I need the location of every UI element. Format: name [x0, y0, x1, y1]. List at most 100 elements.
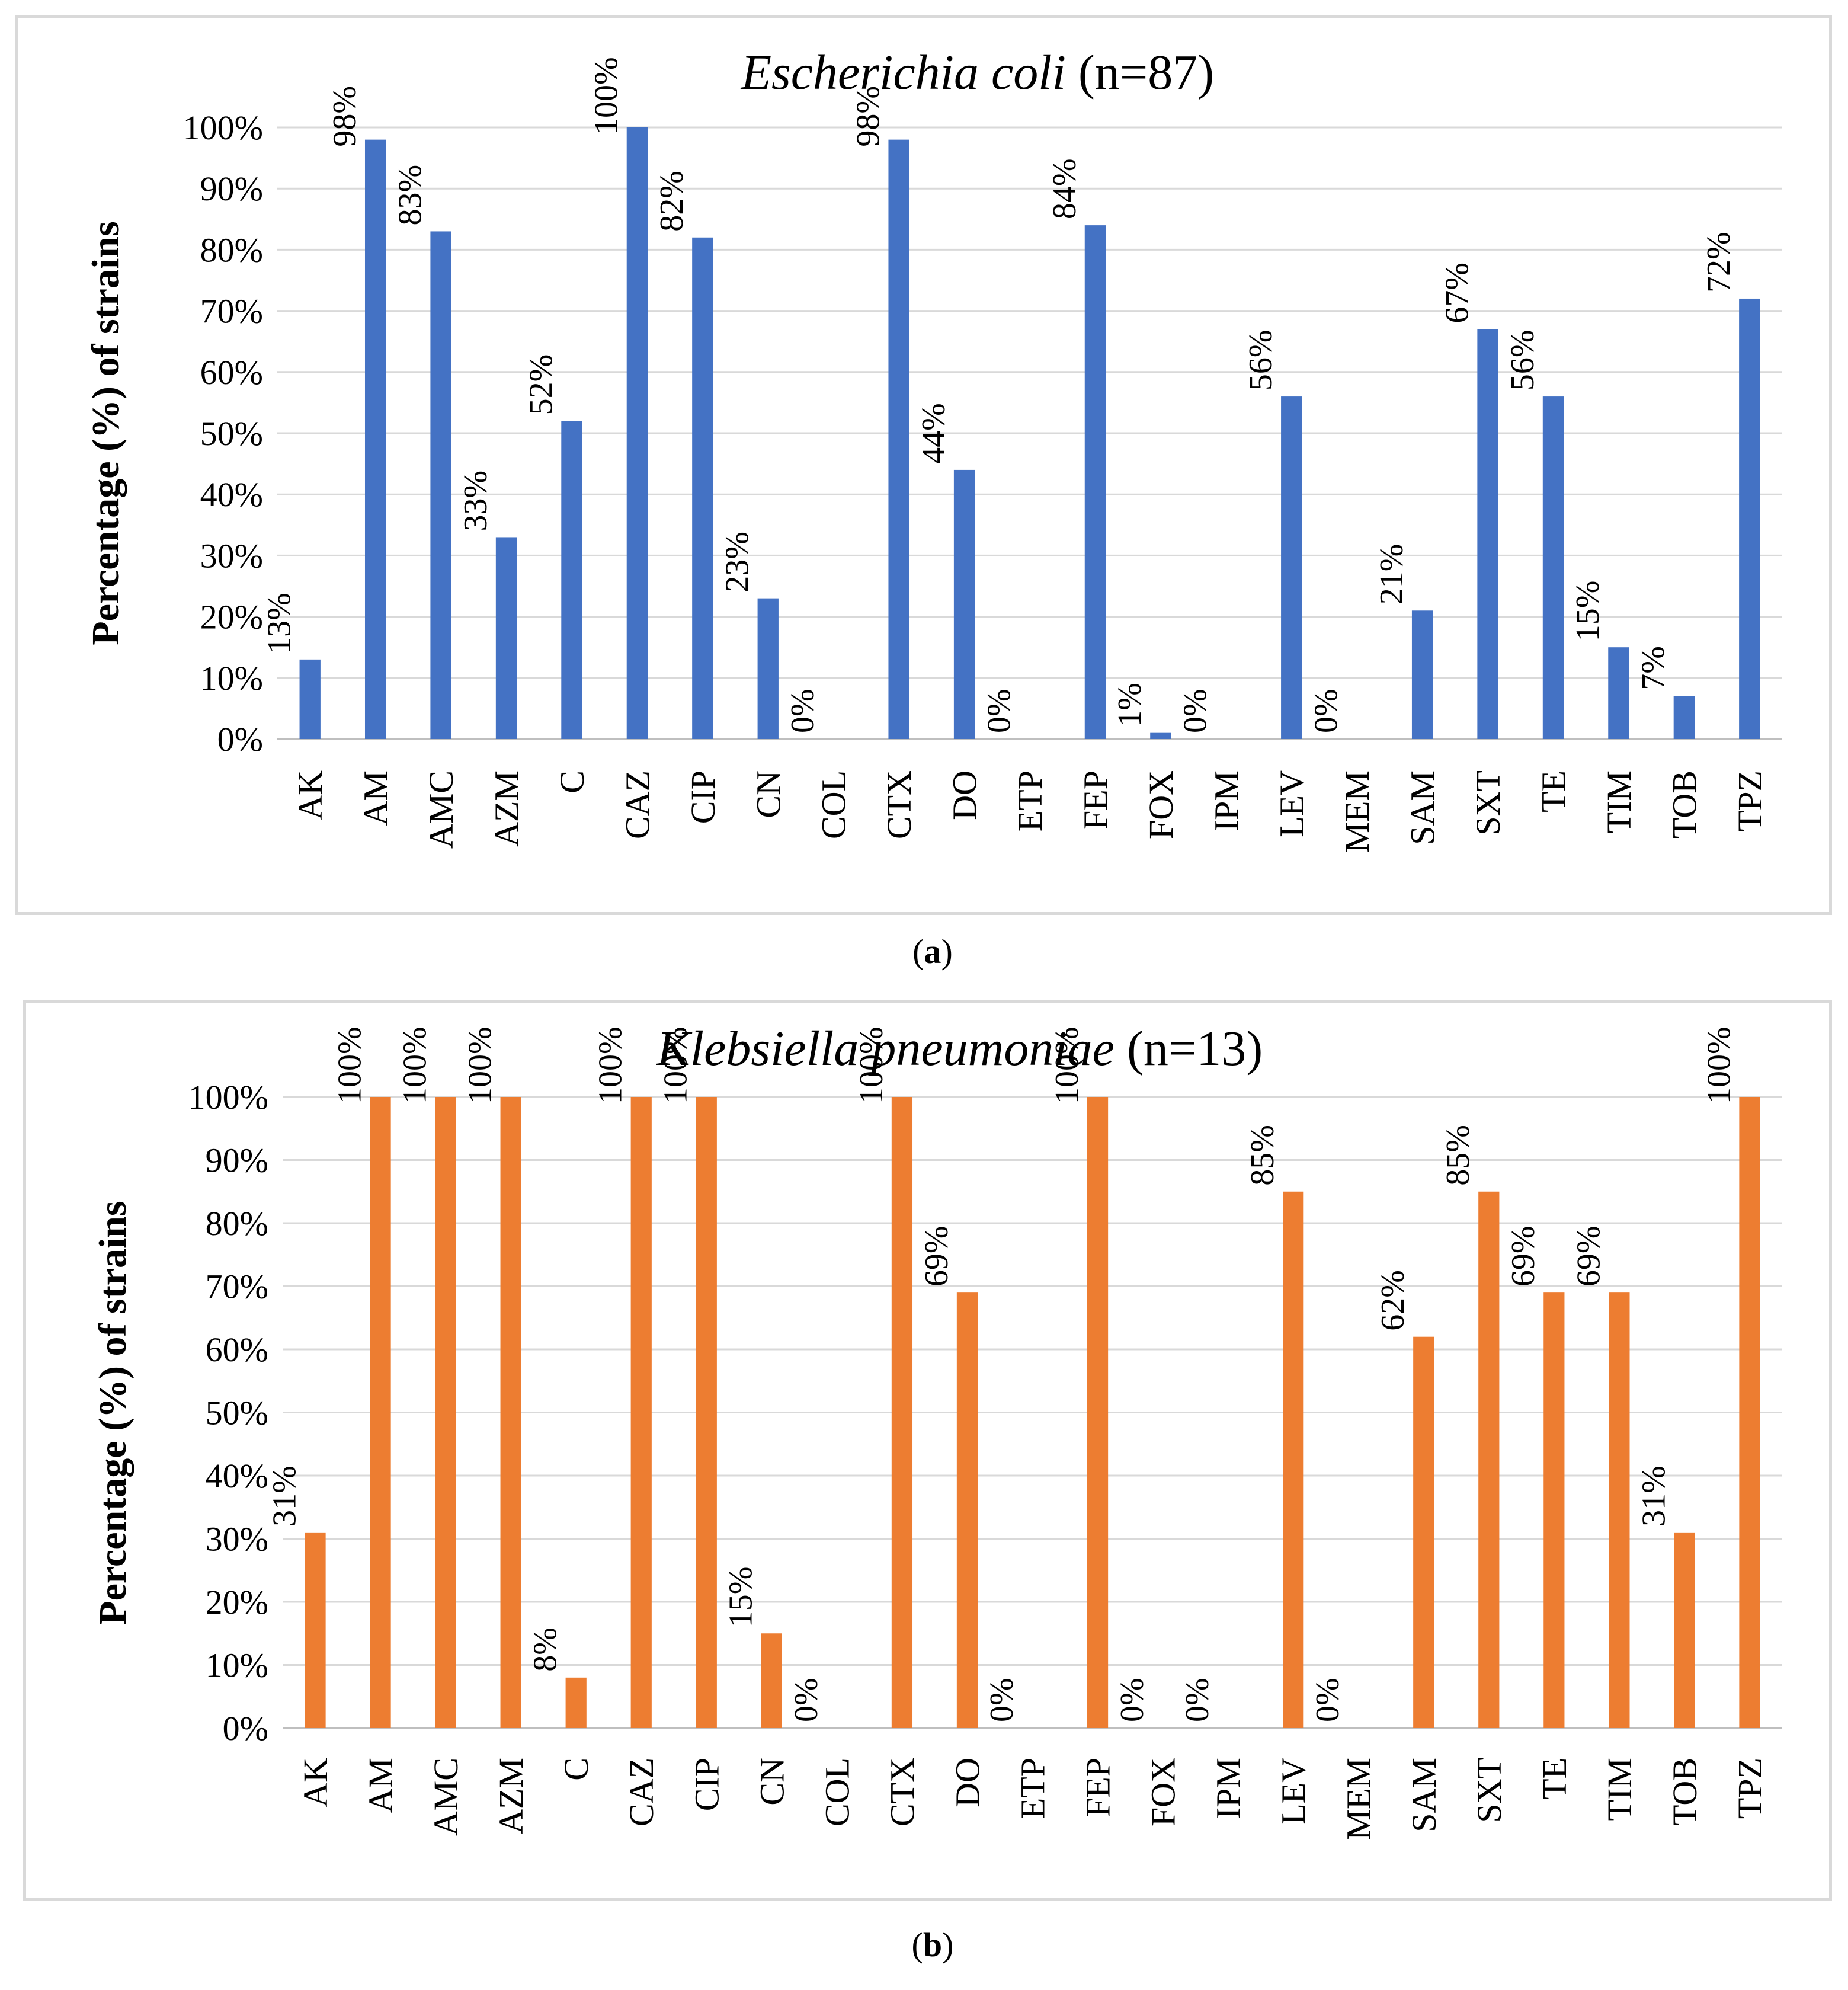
category-label: TOB [1665, 770, 1703, 839]
category-label: AMC [422, 770, 460, 849]
bar [1084, 225, 1106, 739]
y-tick-label: 20% [200, 598, 263, 636]
data-label: 69% [918, 1226, 955, 1287]
data-label: 8% [527, 1627, 564, 1672]
bar [305, 1532, 326, 1728]
category-label: AZM [488, 770, 526, 847]
data-label: 62% [1375, 1270, 1411, 1331]
category-label: ETP [1011, 770, 1049, 831]
category-label: COL [818, 1758, 856, 1826]
data-label: 98% [850, 86, 886, 147]
category-label: LEV [1274, 1758, 1313, 1825]
category-label: FOX [1142, 770, 1180, 839]
category-label: CAZ [618, 770, 656, 839]
category-label: C [557, 1758, 595, 1781]
category-label: AMC [427, 1758, 465, 1836]
category-label: FOX [1144, 1758, 1183, 1826]
data-label: 15% [723, 1567, 760, 1628]
bar [430, 231, 451, 739]
y-axis-label: Percentage (%) of strains [84, 221, 127, 645]
data-label: 100% [462, 1026, 499, 1104]
data-label: 0% [784, 689, 821, 733]
data-label: 0% [1308, 689, 1345, 733]
y-tick-label: 90% [200, 169, 263, 208]
category-label: TIM [1600, 1758, 1639, 1821]
category-label: IPM [1209, 1758, 1248, 1819]
data-label: 0% [1179, 1678, 1216, 1722]
bar [1411, 610, 1433, 739]
category-label: DO [946, 770, 984, 820]
bar [435, 1097, 456, 1728]
chart-a: Escherichia coli (n=87) 0% 10% 20% 30% 40% 50%… [84, 45, 1782, 853]
bar [565, 1677, 587, 1728]
category-label: TPZ [1731, 770, 1769, 831]
bar [953, 469, 975, 739]
y-tick-label: 0% [217, 720, 263, 759]
bar [1608, 647, 1629, 739]
y-tick-label: 0% [223, 1709, 268, 1748]
bar [1087, 1097, 1109, 1728]
panel-caption-a: (a) [912, 932, 953, 971]
category-label: TPZ [1731, 1758, 1769, 1819]
data-label: 56% [1504, 329, 1541, 391]
category-label: CTX [883, 1758, 921, 1826]
bar [1609, 1292, 1630, 1728]
y-tick-label: 100% [183, 108, 263, 147]
bar [370, 1097, 391, 1728]
data-label: 52% [523, 354, 559, 415]
bar [692, 237, 713, 739]
data-label: 0% [1177, 689, 1214, 733]
bar [1673, 696, 1695, 739]
bar [1543, 1292, 1565, 1728]
category-label: TE [1534, 770, 1572, 812]
data-label: 31% [1635, 1466, 1672, 1527]
category-label: MEM [1340, 1758, 1378, 1840]
bar [1674, 1532, 1695, 1728]
data-label: 82% [654, 171, 690, 232]
data-label: 15% [1570, 581, 1606, 642]
bar [891, 1097, 913, 1728]
chart-title-species: Escherichia coli [741, 45, 1066, 100]
bar [1150, 732, 1171, 739]
data-label: 69% [1570, 1226, 1607, 1287]
data-label: 44% [915, 403, 952, 464]
data-label: 31% [266, 1466, 303, 1527]
category-label: C [553, 770, 591, 794]
y-tick-label: 30% [200, 536, 263, 575]
bar [888, 139, 909, 739]
bar [1478, 1191, 1500, 1728]
bar [1281, 396, 1302, 739]
data-label: 67% [1439, 263, 1475, 324]
panel-caption-letter: a [924, 932, 941, 971]
y-tick-label: 10% [206, 1646, 268, 1685]
y-tick-label: 100% [188, 1078, 268, 1116]
data-label: 100% [588, 57, 625, 135]
data-label: 0% [981, 689, 1017, 733]
category-label: AM [361, 1758, 400, 1813]
y-axis-label: Percentage (%) of strains [91, 1201, 134, 1624]
category-label: LEV [1273, 770, 1311, 837]
y-tick-label: 20% [206, 1583, 268, 1621]
bar [761, 1633, 782, 1728]
category-label: CN [749, 770, 787, 818]
category-label: CTX [880, 770, 918, 839]
category-label: DO [948, 1758, 987, 1807]
data-label: 83% [392, 165, 428, 226]
chart-title-count: (n=13) [1114, 1021, 1263, 1076]
data-label: 85% [1244, 1125, 1281, 1186]
data-label: 33% [457, 471, 494, 532]
data-label: 0% [788, 1678, 825, 1722]
category-label: SXT [1469, 770, 1507, 836]
category-label: ETP [1014, 1758, 1052, 1819]
category-label: FEP [1076, 770, 1114, 830]
bar [299, 659, 321, 739]
data-label: 0% [1309, 1678, 1346, 1722]
bar [630, 1097, 652, 1728]
category-label: CN [752, 1758, 791, 1806]
bar [1542, 396, 1564, 739]
category-label: COL [815, 770, 853, 839]
y-tick-label: 90% [206, 1141, 268, 1180]
bar [495, 537, 517, 739]
y-tick-label: 70% [200, 292, 263, 331]
category-label: AZM [492, 1758, 530, 1834]
